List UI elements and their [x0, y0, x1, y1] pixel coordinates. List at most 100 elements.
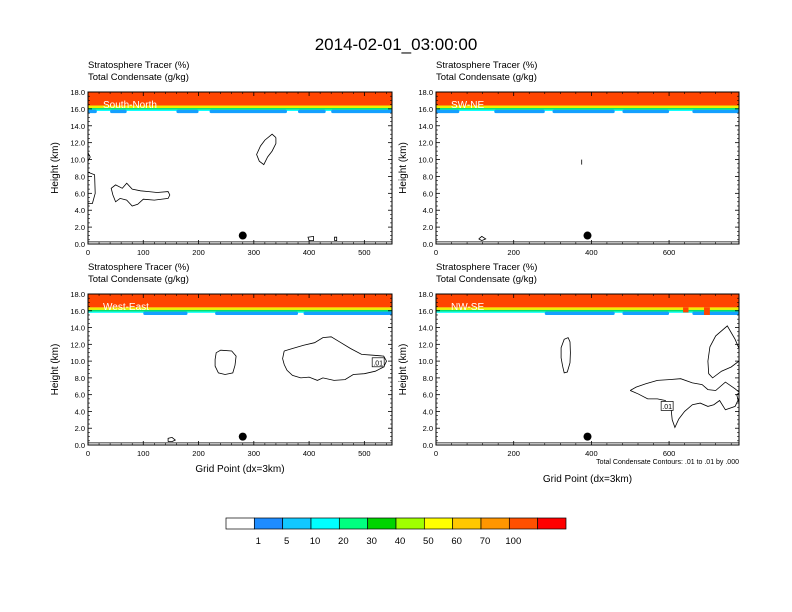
tracer-blue-dip: [143, 311, 188, 315]
y-tick-label: 10.0: [418, 156, 433, 165]
plot-frame: [435, 293, 740, 446]
y-tick-label: 12.0: [70, 340, 85, 349]
x-tick-label: 500: [358, 449, 371, 458]
condensate-contour-cloud-b: [282, 336, 387, 381]
y-tick-label: 0.0: [423, 441, 433, 450]
condensate-contour-cloud-a: [560, 337, 571, 374]
colorbar-swatch: [508, 517, 539, 530]
location-marker: [238, 432, 247, 441]
colorbar-swatch: [395, 517, 425, 530]
x-tick-label: 200: [192, 248, 205, 257]
y-tick-label: 8.0: [423, 172, 433, 181]
panel-header-tracer: Stratosphere Tracer (%): [436, 262, 537, 273]
panel-header-tracer: Stratosphere Tracer (%): [88, 60, 189, 71]
panel-south-north: Stratosphere Tracer (%)Total Condensate …: [50, 60, 393, 257]
y-tick-label: 18.0: [70, 290, 85, 299]
x-tick-label: 0: [86, 449, 90, 458]
x-tick-label: 400: [303, 449, 316, 458]
plot-frame: [87, 91, 393, 245]
y-tick-label: 4.0: [423, 206, 433, 215]
tracer-band-green: [436, 309, 739, 312]
tracer-blue-dip: [544, 311, 615, 315]
colorbar-label: 60: [451, 536, 462, 547]
panel-title: SW-NE: [451, 100, 484, 111]
tracer-band-red: [88, 294, 392, 308]
x-tick-label: 600: [663, 449, 676, 458]
plot-area: .01: [88, 294, 392, 444]
y-tick-label: 18.0: [418, 88, 433, 97]
panel-title: South-North: [103, 100, 157, 111]
panel-title: West-East: [103, 302, 149, 313]
condensate-contour-cloud-b: [110, 182, 171, 207]
y-tick-label: 16.0: [418, 105, 433, 114]
tracer-blue-dip: [303, 311, 392, 315]
y-tick-label: 10.0: [70, 357, 85, 366]
y-tick-label: 2.0: [75, 424, 85, 433]
y-tick-label: 16.0: [70, 105, 85, 114]
y-axis-label: Height (km): [50, 142, 61, 194]
colorbar-label: 1: [256, 536, 261, 547]
tracer-blue-dip: [622, 109, 670, 114]
location-marker: [238, 231, 247, 240]
y-tick-label: 6.0: [423, 189, 433, 198]
tracer-blue-dip: [88, 109, 97, 114]
y-tick-label: 14.0: [418, 122, 433, 131]
contour-label: .01: [373, 360, 383, 367]
y-tick-label: 2.0: [423, 424, 433, 433]
condensate-contour-small-1: [478, 235, 487, 242]
x-tick-label: 200: [192, 449, 205, 458]
x-tick-label: 0: [86, 248, 90, 257]
panel-grid: Stratosphere Tracer (%)Total Condensate …: [50, 60, 740, 485]
tracer-blue-dip: [209, 109, 287, 114]
tracer-blue-dip: [331, 109, 392, 114]
x-tick-label: 600: [663, 248, 676, 257]
y-tick-label: 0.0: [75, 240, 85, 249]
condensate-contour-cloud-a: [256, 133, 277, 166]
plot-area: [88, 92, 392, 243]
condensate-contour-cloud-b: [630, 378, 739, 429]
y-tick-label: 4.0: [423, 407, 433, 416]
location-marker: [583, 432, 592, 441]
tracer-band-red: [88, 92, 392, 106]
y-tick-label: 14.0: [418, 324, 433, 333]
panel-header-tracer: Stratosphere Tracer (%): [436, 60, 537, 71]
condensate-contour-small-2: [334, 236, 338, 241]
x-tick-label: 400: [303, 248, 316, 257]
plot-area: .01: [436, 294, 739, 444]
tracer-band-green: [88, 108, 392, 110]
y-tick-label: 4.0: [75, 407, 85, 416]
tracer-blue-dip: [298, 109, 326, 114]
colorbar-label: 40: [395, 536, 406, 547]
tracer-red-intrusion: [683, 307, 689, 313]
x-tick-label: 500: [358, 248, 371, 257]
panel-west-east: Stratosphere Tracer (%)Total Condensate …: [50, 262, 393, 475]
colorbar-swatch: [423, 517, 454, 530]
tracer-blue-dip: [622, 311, 670, 315]
panel-header-condensate: Total Condensate (g/kg): [436, 274, 537, 285]
panel-title: NW-SE: [451, 302, 484, 313]
x-axis-label: Grid Point (dx=3km): [543, 474, 632, 485]
y-tick-label: 6.0: [75, 189, 85, 198]
colorbar-label: 10: [310, 536, 321, 547]
y-tick-label: 12.0: [70, 139, 85, 148]
colorbar-swatch: [452, 517, 482, 530]
colorbar-label: 5: [284, 536, 289, 547]
x-tick-label: 0: [434, 248, 438, 257]
colorbar: 1 5 10 20 30 40 50 60 70 100: [225, 517, 567, 547]
y-tick-label: 2.0: [75, 223, 85, 232]
condensate-contour-edge-cloud: [88, 171, 96, 204]
y-tick-label: 6.0: [75, 391, 85, 400]
plot-frame: [87, 293, 393, 446]
panel-nw-se: Stratosphere Tracer (%)Total Condensate …: [398, 262, 740, 485]
contour-label: .01: [662, 404, 672, 411]
y-tick-label: 0.0: [423, 240, 433, 249]
y-axis-label: Height (km): [398, 142, 409, 194]
colorbar-label: 30: [366, 536, 377, 547]
plot-frame: [435, 91, 740, 245]
tracer-red-intrusion: [704, 307, 710, 315]
panel-header-condensate: Total Condensate (g/kg): [88, 72, 189, 83]
y-tick-label: 8.0: [75, 172, 85, 181]
tracer-band-yellow: [436, 307, 739, 310]
y-tick-label: 12.0: [418, 139, 433, 148]
